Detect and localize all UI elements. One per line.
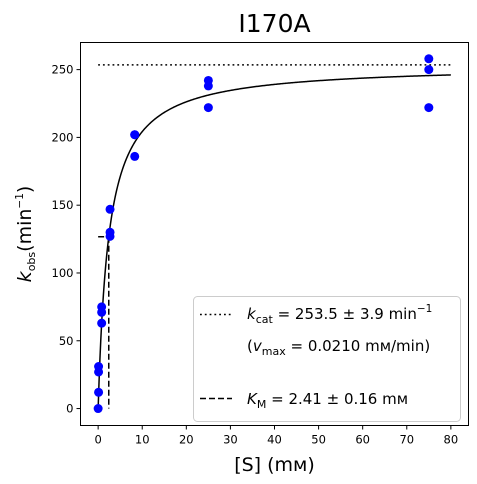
x-tick-label: 10	[135, 433, 150, 447]
y-axis-label-superscript: −1	[14, 193, 26, 208]
y-tick-label: 100	[52, 266, 74, 280]
y-axis-label-subscript: obs	[25, 252, 38, 272]
y-tick-label: 0	[66, 402, 73, 416]
x-tick-label: 50	[311, 433, 326, 447]
legend-km-symbol: K	[247, 390, 258, 408]
legend-km-value: = 2.41 ± 0.16 mм	[266, 390, 408, 408]
data-point	[97, 302, 107, 312]
y-tick-label: 250	[52, 63, 74, 77]
legend-vmax-open: (	[247, 337, 253, 355]
data-point	[203, 75, 213, 85]
x-tick-label: 30	[223, 433, 238, 447]
x-axis-label: [S] (mм)	[234, 454, 315, 476]
points-layer	[93, 54, 434, 414]
y-tick-label: 200	[52, 130, 74, 144]
legend-kcat-subscript: cat	[256, 313, 274, 326]
y-axis-ticks: 0 50 100 150 200 250	[52, 63, 81, 416]
legend-vmax: (vmax = 0.0210 mм/min)	[247, 337, 430, 358]
legend-kcat-value: = 253.5 ± 3.9 min	[273, 305, 417, 323]
data-point	[94, 362, 104, 372]
data-point	[105, 227, 115, 237]
legend: kcat = 253.5 ± 3.9 min−1 (vmax = 0.0210 …	[193, 296, 461, 422]
data-point	[424, 54, 434, 64]
legend-km-subscript: M	[257, 398, 267, 411]
x-tick-label: 80	[444, 433, 459, 447]
x-tick-label: 60	[355, 433, 370, 447]
x-tick-label: 70	[399, 433, 414, 447]
data-point	[130, 130, 140, 140]
data-point	[203, 103, 213, 113]
data-point	[105, 204, 115, 214]
legend-vmax-value: = 0.0210 mм/min)	[286, 337, 430, 355]
x-axis-ticks: 0 10 20 30 40 50 60 70 80	[94, 425, 459, 447]
x-tick-label: 40	[267, 433, 282, 447]
y-axis-label: kobs(min−1)	[14, 186, 38, 283]
data-point	[97, 318, 107, 328]
data-point	[93, 404, 103, 414]
data-point	[94, 387, 104, 397]
chart-title: I170A	[238, 9, 310, 38]
legend-vmax-symbol: v	[253, 337, 263, 355]
legend-frame	[193, 296, 461, 422]
legend-km: KM = 2.41 ± 0.16 mм	[247, 390, 408, 411]
y-axis-label-close: )	[14, 186, 36, 193]
y-tick-label: 50	[59, 334, 74, 348]
series-layer	[97, 64, 451, 409]
data-point	[424, 65, 434, 75]
y-axis-label-symbol: k	[14, 270, 36, 282]
data-point	[424, 103, 434, 113]
x-tick-label: 0	[94, 433, 101, 447]
data-point	[130, 151, 140, 161]
y-axis-label-unit: (min	[14, 209, 36, 252]
legend-vmax-subscript: max	[262, 345, 286, 358]
legend-kcat-symbol: k	[247, 305, 257, 323]
legend-kcat: kcat = 253.5 ± 3.9 min−1	[247, 303, 432, 326]
legend-kcat-superscript: −1	[417, 303, 432, 315]
y-tick-label: 150	[52, 198, 74, 212]
michaelis-menten-fit-curve	[97, 74, 451, 409]
x-tick-label: 20	[179, 433, 194, 447]
